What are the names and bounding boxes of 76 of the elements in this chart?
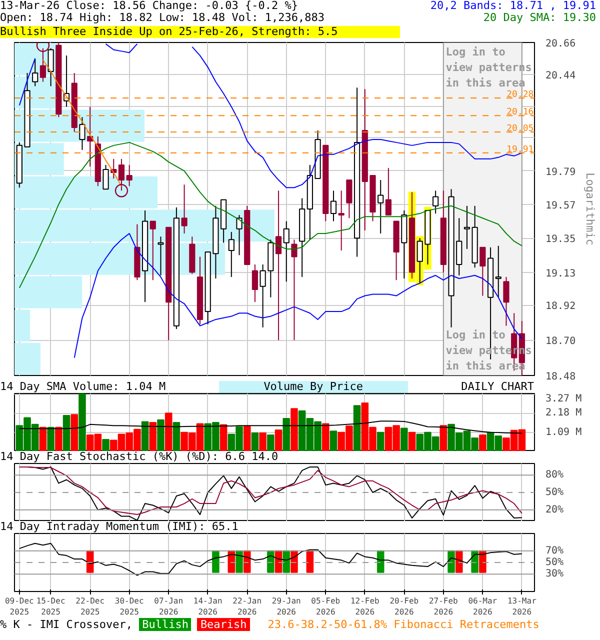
candlestick <box>252 264 258 303</box>
text: 20,2 Bands: 18.71 , 19.91 <box>430 0 596 12</box>
y-tick-label: 18.48 <box>546 372 576 382</box>
chart-title: 14 Day Intraday Momentum (IMI): 65.1 <box>0 520 238 533</box>
line-series <box>18 542 522 576</box>
x-tick-label: 29-Jan 2026 <box>272 596 302 616</box>
chart-title: 13-Mar-26 Close: 18.56 Change: -0.03 {-0.2 %} <box>0 0 300 12</box>
x-tick-label: 13-Mar 2026 <box>507 596 537 616</box>
chart-title: 14 Day SMA Volume: 1.04 M <box>0 380 166 393</box>
y-tick-label: 19.13 <box>546 268 576 280</box>
y-tick-label: 30% <box>546 568 564 580</box>
y-tick-label: 80% <box>546 470 564 481</box>
y-tick-label: 19.35 <box>546 234 576 246</box>
text: 20 Day SMA: 19.30 <box>482 11 596 24</box>
x-tick-label: 05-Feb 2026 <box>311 596 340 616</box>
text: Bullish <box>139 618 192 631</box>
y-axis-title: Logarithmic <box>584 172 597 246</box>
candlestick <box>495 245 502 298</box>
candlestick <box>378 180 384 234</box>
candlestick <box>338 190 344 251</box>
x-tick-label: 22-Dec 2025 <box>76 596 105 616</box>
ref-line-label: 19.91 <box>506 144 534 155</box>
y-tick-label: 70% <box>546 545 564 556</box>
y-tick-label: 20% <box>546 504 564 516</box>
chart-subtitle: Open: 18.74 High: 18.82 Low: 18.48 Vol: 1,236,883 <box>0 11 325 24</box>
candlestick <box>181 184 188 234</box>
y-tick-label: 50% <box>546 557 564 568</box>
x-tick-label: 22-Jan 2026 <box>232 596 262 616</box>
text: Bullish Three Inside Up on 25-Feb-26, Strength: 5.5 <box>0 25 400 38</box>
candlestick <box>48 48 54 87</box>
y-tick-label: 2.18 M <box>546 408 582 419</box>
x-tick-label: 07-Jan 2026 <box>154 596 184 616</box>
ref-line-label: 20.28 <box>506 90 534 100</box>
x-tick-label: 14-Jan 2026 <box>193 596 222 616</box>
candlestick <box>102 164 109 190</box>
candlestick <box>275 190 282 341</box>
ref-line-label: 20.05 <box>506 124 534 134</box>
x-tick-label: 15-Dec 2025 <box>36 596 66 616</box>
y-tick-label: 19.79 <box>546 166 576 178</box>
y-tick-label: 50% <box>546 487 564 498</box>
y-tick-label: 3.27 M <box>546 394 582 404</box>
candlestick <box>291 239 298 341</box>
legend-title: % K - IMI Crossover, <box>0 618 134 631</box>
candlestick <box>385 167 392 216</box>
y-tick-label: 19.57 <box>546 200 576 212</box>
y-tick-label: 18.92 <box>546 301 576 312</box>
candlestick <box>79 116 86 150</box>
candlestick <box>503 276 510 326</box>
x-tick-label: 20-Feb 2026 <box>390 596 419 616</box>
candlestick <box>432 190 439 214</box>
x-tick-label: 06-Mar 2026 <box>468 596 498 616</box>
ref-line-label: 20.16 <box>506 108 534 118</box>
candlestick <box>283 220 290 282</box>
y-tick-label: 1.09 M <box>546 426 582 438</box>
candlestick <box>346 180 352 219</box>
y-tick-label: 20.44 <box>546 70 576 82</box>
candlestick <box>150 220 156 281</box>
text: 23.6-38.2-50-61.8% Fibonacci Retracements <box>268 618 540 631</box>
candlestick <box>32 58 38 87</box>
candlestick <box>236 214 242 256</box>
candlestick <box>158 236 164 276</box>
x-tick-label: 12-Feb 2026 <box>350 596 380 616</box>
x-tick-label: 27-Feb 2026 <box>428 596 458 616</box>
y-tick-label: 20.66 <box>546 38 576 50</box>
candlestick <box>464 205 470 250</box>
x-tick-label: 09-Dec 2025 <box>4 596 34 616</box>
text: Volume By Price <box>218 380 408 393</box>
text: DAILY CHART <box>461 380 534 393</box>
chart-title: 14 Day Fast Stochastic (%K) (%D): 6.6 14.0 <box>0 450 278 463</box>
candlestick <box>126 164 132 187</box>
x-tick-label: 30-Dec 2025 <box>114 596 144 616</box>
candlestick <box>480 246 486 296</box>
y-tick-label: 18.70 <box>546 336 576 348</box>
candlestick <box>228 231 234 278</box>
text: Bearish <box>197 618 250 631</box>
candlestick <box>330 190 337 222</box>
